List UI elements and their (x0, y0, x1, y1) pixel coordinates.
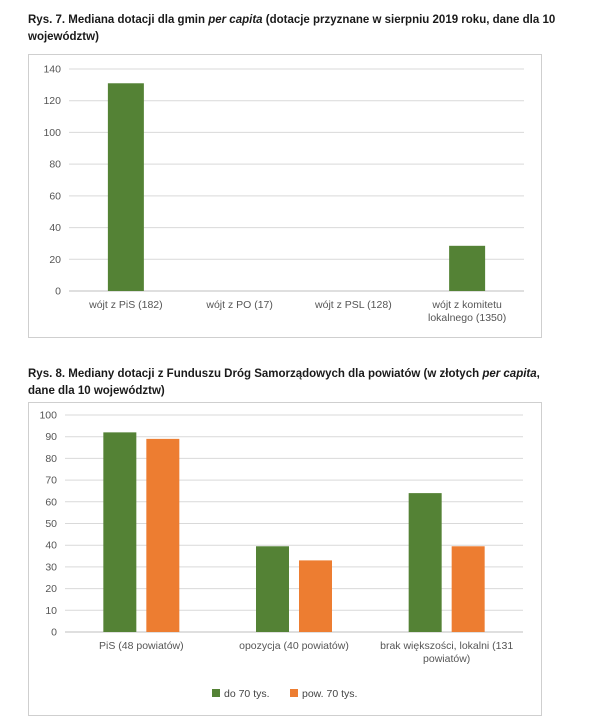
chart1-ytick-label: 120 (43, 95, 61, 107)
chart1-ytick-label: 100 (43, 127, 61, 139)
figure7-caption-suffix: (dotacje przyznane w sierpniu 2019 roku,… (28, 14, 556, 43)
chart1-xtick-label: wójt z PO (17) (205, 299, 273, 311)
chart2-ytick-label: 30 (45, 561, 57, 573)
chart1-bar (449, 245, 486, 291)
chart2-xtick-label: opozycja (40 powiatów) (239, 640, 349, 652)
chart2-ytick-label: 40 (45, 540, 57, 552)
figure8-caption-suffix: , dane dla 10 województw) (28, 368, 540, 397)
chart2-panel: 0 10 20 30 40 50 60 70 80 90 100 PiS (48 powiatów) o… (28, 402, 542, 716)
chart2-legend-swatch (290, 689, 298, 697)
chart2-xtick-label: PiS (48 powiatów) (99, 640, 184, 652)
chart2-ytick-label: 100 (39, 410, 57, 422)
figure7-caption-prefix: Rys. 7. Mediana dotacji dla gmin (28, 14, 209, 26)
chart2-xtick-label: brak większości, lokalni (131 (380, 640, 513, 652)
chart2-legend-swatch (212, 689, 220, 697)
figure8-caption-prefix: Rys. 8. Mediany dotacji z Funduszu Dróg … (28, 368, 483, 380)
chart2-ytick-label: 90 (45, 431, 57, 443)
chart2-bar (146, 438, 180, 632)
chart2-bar (256, 546, 289, 632)
chart1-xtick-label: lokalnego (1350) (428, 312, 506, 324)
chart2-ytick-label: 80 (45, 453, 57, 465)
chart2-ytick-label: 10 (45, 605, 57, 617)
figure8-caption-italic: per capita (482, 368, 537, 380)
chart1-ytick-label: 20 (49, 254, 61, 266)
chart1-ytick-label: 0 (55, 286, 61, 298)
chart1-ytick-label: 60 (49, 190, 61, 202)
chart2-ytick-label: 20 (45, 583, 57, 595)
chart1-panel: 0 20 40 60 80 100 120 140 wójt z PiS (182) wójt z… (28, 54, 542, 338)
chart2-ytick-label: 70 (45, 475, 57, 487)
chart2-bar (408, 493, 442, 632)
chart2-bar (103, 432, 137, 632)
chart2-bar (299, 560, 332, 632)
chart2-ytick-label: 50 (45, 518, 57, 530)
figure8-caption: Rys. 8. Mediany dotacji z Funduszu Dróg … (28, 366, 558, 400)
chart2-legend-label: pow. 70 tys. (302, 688, 357, 700)
chart2-ytick-label: 60 (45, 496, 57, 508)
chart2-bar (451, 546, 485, 632)
chart2-ytick-label: 0 (51, 627, 57, 639)
chart2-xtick-label: powiatów) (423, 653, 470, 665)
chart1-svg: 0 20 40 60 80 100 120 140 wójt z PiS (182) wójt z… (43, 64, 524, 324)
figure7-caption-italic: per capita (208, 14, 263, 26)
chart1-xtick-label: wójt z komitetu (431, 299, 502, 311)
chart1-xtick-label: wójt z PiS (182) (88, 299, 163, 311)
figure7-caption: Rys. 7. Mediana dotacji dla gmin per cap… (28, 12, 558, 46)
chart2-legend-label: do 70 tys. (224, 688, 270, 700)
chart1-ytick-label: 140 (43, 64, 61, 76)
chart1-xtick-label: wójt z PSL (128) (314, 299, 392, 311)
chart1-ytick-label: 80 (49, 159, 61, 171)
chart1-ytick-label: 40 (49, 222, 61, 234)
chart2-svg: 0 10 20 30 40 50 60 70 80 90 100 PiS (48 powiatów) o… (39, 410, 523, 700)
chart1-bar (107, 83, 144, 292)
